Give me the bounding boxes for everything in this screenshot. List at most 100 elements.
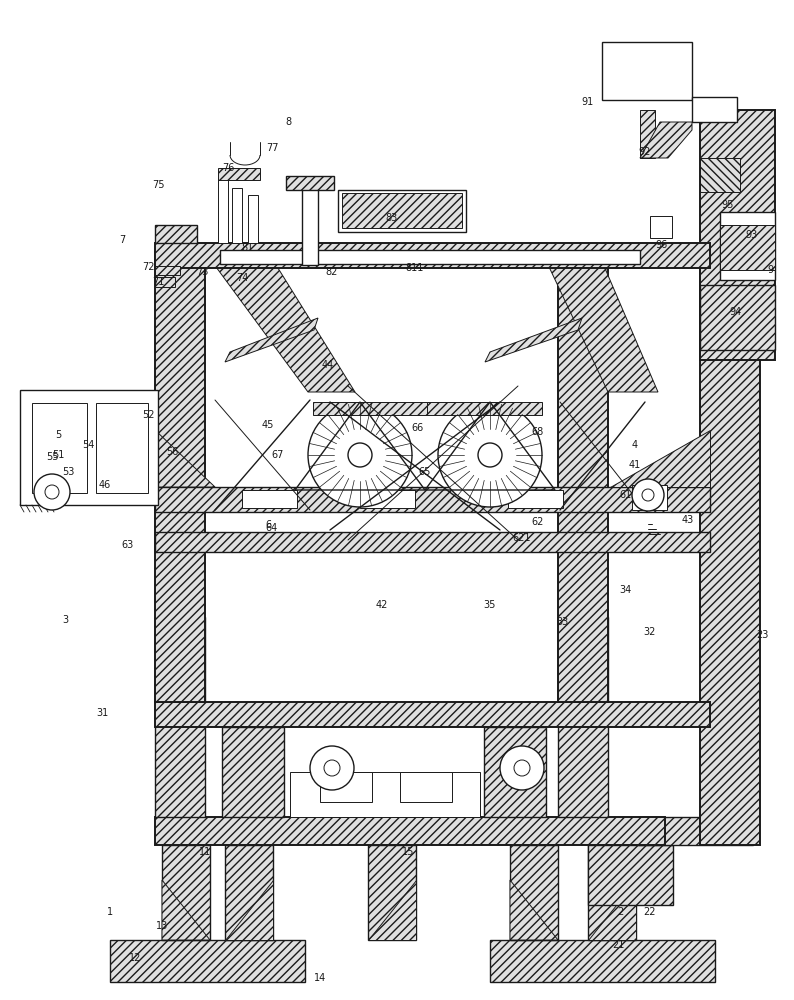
Bar: [155, 532, 710, 552]
Bar: [155, 487, 710, 512]
Text: 75: 75: [152, 180, 164, 190]
Text: 22: 22: [644, 907, 657, 917]
Text: 56: 56: [166, 447, 178, 457]
Bar: [290, 772, 480, 817]
Text: 63: 63: [121, 540, 134, 550]
Bar: [155, 225, 197, 243]
Bar: [232, 188, 242, 243]
Text: 52: 52: [142, 410, 154, 420]
Polygon shape: [485, 318, 582, 362]
Circle shape: [438, 403, 542, 507]
Text: 13: 13: [156, 921, 168, 931]
Circle shape: [348, 443, 372, 467]
Circle shape: [34, 474, 70, 510]
Bar: [638, 817, 753, 845]
Bar: [302, 187, 318, 265]
Bar: [32, 403, 87, 493]
Circle shape: [478, 443, 502, 467]
Bar: [558, 617, 608, 817]
Circle shape: [500, 746, 544, 790]
Text: 31: 31: [96, 708, 108, 718]
Bar: [368, 845, 416, 940]
Bar: [286, 176, 334, 190]
Text: 6: 6: [265, 520, 271, 530]
Bar: [242, 490, 297, 508]
Circle shape: [514, 760, 530, 776]
Polygon shape: [610, 430, 710, 487]
Bar: [700, 285, 775, 350]
Bar: [720, 212, 775, 280]
Text: 5: 5: [55, 430, 61, 440]
Circle shape: [324, 760, 340, 776]
Text: 96: 96: [656, 240, 668, 250]
Polygon shape: [162, 880, 210, 940]
Text: 74: 74: [236, 273, 249, 283]
Text: 4: 4: [632, 440, 638, 450]
Text: 66: 66: [412, 423, 424, 433]
Text: 67: 67: [272, 450, 284, 460]
Text: 21: 21: [612, 940, 624, 950]
Circle shape: [642, 489, 654, 501]
Polygon shape: [313, 402, 427, 415]
Bar: [510, 845, 558, 940]
Bar: [490, 940, 715, 982]
Bar: [155, 243, 710, 268]
Bar: [588, 845, 636, 940]
Text: 12: 12: [129, 953, 141, 963]
Text: 64: 64: [266, 523, 278, 533]
Text: 95: 95: [722, 200, 734, 210]
Text: 55: 55: [46, 452, 58, 462]
Text: 621: 621: [513, 533, 531, 543]
Bar: [218, 178, 228, 243]
Polygon shape: [542, 252, 658, 392]
Text: 9: 9: [767, 265, 773, 275]
Text: 53: 53: [62, 467, 74, 477]
Polygon shape: [368, 880, 416, 940]
Text: 34: 34: [619, 585, 631, 595]
Bar: [640, 110, 655, 158]
Polygon shape: [155, 430, 215, 487]
Text: 72: 72: [142, 262, 154, 272]
Polygon shape: [640, 122, 692, 158]
Bar: [248, 195, 258, 243]
Text: 46: 46: [99, 480, 111, 490]
Bar: [632, 485, 667, 510]
Text: 94: 94: [729, 307, 741, 317]
Bar: [155, 817, 665, 845]
Text: 73: 73: [196, 267, 208, 277]
Polygon shape: [225, 880, 273, 940]
Bar: [342, 193, 462, 228]
Text: 41: 41: [629, 460, 641, 470]
Text: 23: 23: [756, 630, 768, 640]
Bar: [222, 727, 284, 817]
Text: 77: 77: [266, 143, 278, 153]
Bar: [400, 772, 452, 802]
Polygon shape: [700, 158, 740, 192]
Circle shape: [310, 746, 354, 790]
Text: 65: 65: [418, 467, 431, 477]
Text: 11: 11: [198, 847, 211, 857]
Bar: [558, 252, 608, 702]
Bar: [338, 190, 466, 232]
Circle shape: [632, 479, 664, 511]
Bar: [155, 702, 710, 727]
Bar: [110, 940, 305, 982]
Text: 32: 32: [644, 627, 656, 637]
Text: 33: 33: [556, 617, 569, 627]
Text: 7: 7: [119, 235, 125, 245]
Text: 54: 54: [82, 440, 94, 450]
Text: 91: 91: [582, 97, 594, 107]
Text: 811: 811: [406, 263, 424, 273]
Text: 45: 45: [262, 420, 274, 430]
Bar: [155, 277, 175, 287]
Text: 82: 82: [326, 267, 338, 277]
Text: 35: 35: [484, 600, 496, 610]
Bar: [650, 216, 672, 238]
Text: 42: 42: [376, 600, 388, 610]
Circle shape: [308, 403, 412, 507]
Bar: [225, 845, 273, 940]
Bar: [155, 617, 205, 817]
Bar: [692, 97, 737, 122]
Text: 3: 3: [62, 615, 68, 625]
Text: 62: 62: [532, 517, 544, 527]
